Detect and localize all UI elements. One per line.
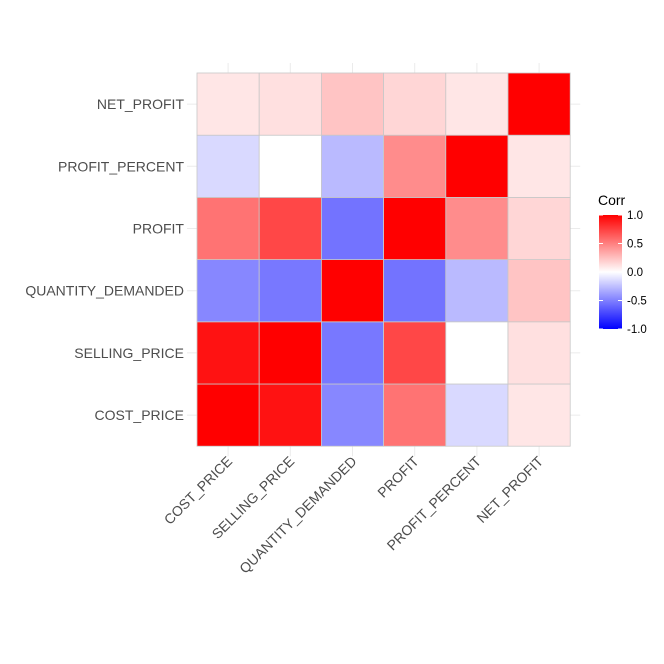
- heatmap-cell-quantity_demanded-net_profit: [507, 259, 571, 323]
- heatmap-cells: [196, 72, 571, 447]
- x-tick-label-quantity_demanded: QUANTITY_DEMANDED: [236, 453, 360, 577]
- heatmap-cell-quantity_demanded-profit: [383, 259, 447, 323]
- heatmap-cell-net_profit-profit: [383, 72, 447, 136]
- y-tick-label-quantity_demanded: QUANTITY_DEMANDED: [25, 283, 184, 299]
- heatmap-cell-profit_percent-profit_percent: [445, 134, 509, 198]
- heatmap-cell-cost_price-quantity_demanded: [320, 383, 384, 447]
- heatmap-cell-profit-profit: [383, 196, 447, 260]
- x-tick-label-net_profit: NET_PROFIT: [473, 453, 546, 526]
- heatmap-cell-cost_price-selling_price: [258, 383, 322, 447]
- y-tick-label-profit: PROFIT: [133, 221, 185, 237]
- y-tick-label-net_profit: NET_PROFIT: [97, 96, 185, 112]
- heatmap-cell-profit-net_profit: [507, 196, 571, 260]
- heatmap-cell-quantity_demanded-cost_price: [196, 259, 260, 323]
- heatmap-cell-profit-selling_price: [258, 196, 322, 260]
- legend-tick-label: 0.0: [627, 267, 643, 279]
- heatmap-cell-profit_percent-cost_price: [196, 134, 260, 198]
- y-tick-label-cost_price: COST_PRICE: [95, 407, 184, 423]
- heatmap-cell-cost_price-net_profit: [507, 383, 571, 447]
- heatmap-cell-selling_price-cost_price: [196, 321, 260, 385]
- legend-tick-label: 0.5: [627, 239, 643, 251]
- heatmap-cell-selling_price-profit: [383, 321, 447, 385]
- heatmap-cell-quantity_demanded-selling_price: [258, 259, 322, 323]
- legend-colorbar: [599, 215, 622, 329]
- heatmap-cell-net_profit-selling_price: [258, 72, 322, 136]
- heatmap-cell-profit-profit_percent: [445, 196, 509, 260]
- heatmap-cell-net_profit-quantity_demanded: [320, 72, 384, 136]
- heatmap-cell-quantity_demanded-quantity_demanded: [320, 259, 384, 323]
- heatmap-cell-profit_percent-selling_price: [258, 134, 322, 198]
- heatmap-cell-profit_percent-profit: [383, 134, 447, 198]
- heatmap-cell-selling_price-profit_percent: [445, 321, 509, 385]
- heatmap-cell-cost_price-cost_price: [196, 383, 260, 447]
- heatmap-cell-net_profit-cost_price: [196, 72, 260, 136]
- legend: Corr 1.0 0.5 0.0 -0.5 -1.0: [598, 192, 647, 336]
- heatmap-cell-cost_price-profit_percent: [445, 383, 509, 447]
- heatmap-cell-profit_percent-net_profit: [507, 134, 571, 198]
- heatmap-cell-cost_price-profit: [383, 383, 447, 447]
- heatmap-cell-selling_price-net_profit: [507, 321, 571, 385]
- heatmap-cell-net_profit-profit_percent: [445, 72, 509, 136]
- y-tick-label-selling_price: SELLING_PRICE: [74, 345, 184, 361]
- heatmap-cell-profit_percent-quantity_demanded: [320, 134, 384, 198]
- y-tick-label-profit_percent: PROFIT_PERCENT: [58, 158, 184, 174]
- x-axis-tick-labels: COST_PRICESELLING_PRICEQUANTITY_DEMANDED…: [161, 453, 547, 577]
- legend-title: Corr: [598, 192, 626, 208]
- legend-ticks: 1.0 0.5 0.0 -0.5 -1.0: [599, 210, 647, 336]
- legend-tick-label: -0.5: [627, 296, 647, 308]
- x-tick-label-profit: PROFIT: [374, 453, 422, 501]
- heatmap-cell-net_profit-net_profit: [507, 72, 571, 136]
- y-axis-tick-labels: COST_PRICE SELLING_PRICE QUANTITY_DEMANDED…: [25, 96, 184, 423]
- heatmap-cell-selling_price-quantity_demanded: [320, 321, 384, 385]
- legend-tick-label: -1.0: [627, 324, 647, 336]
- heatmap-cell-profit-quantity_demanded: [320, 196, 384, 260]
- legend-tick-label: 1.0: [627, 210, 643, 222]
- heatmap-cell-selling_price-selling_price: [258, 321, 322, 385]
- heatmap-cell-quantity_demanded-profit_percent: [445, 259, 509, 323]
- heatmap-cell-profit-cost_price: [196, 196, 260, 260]
